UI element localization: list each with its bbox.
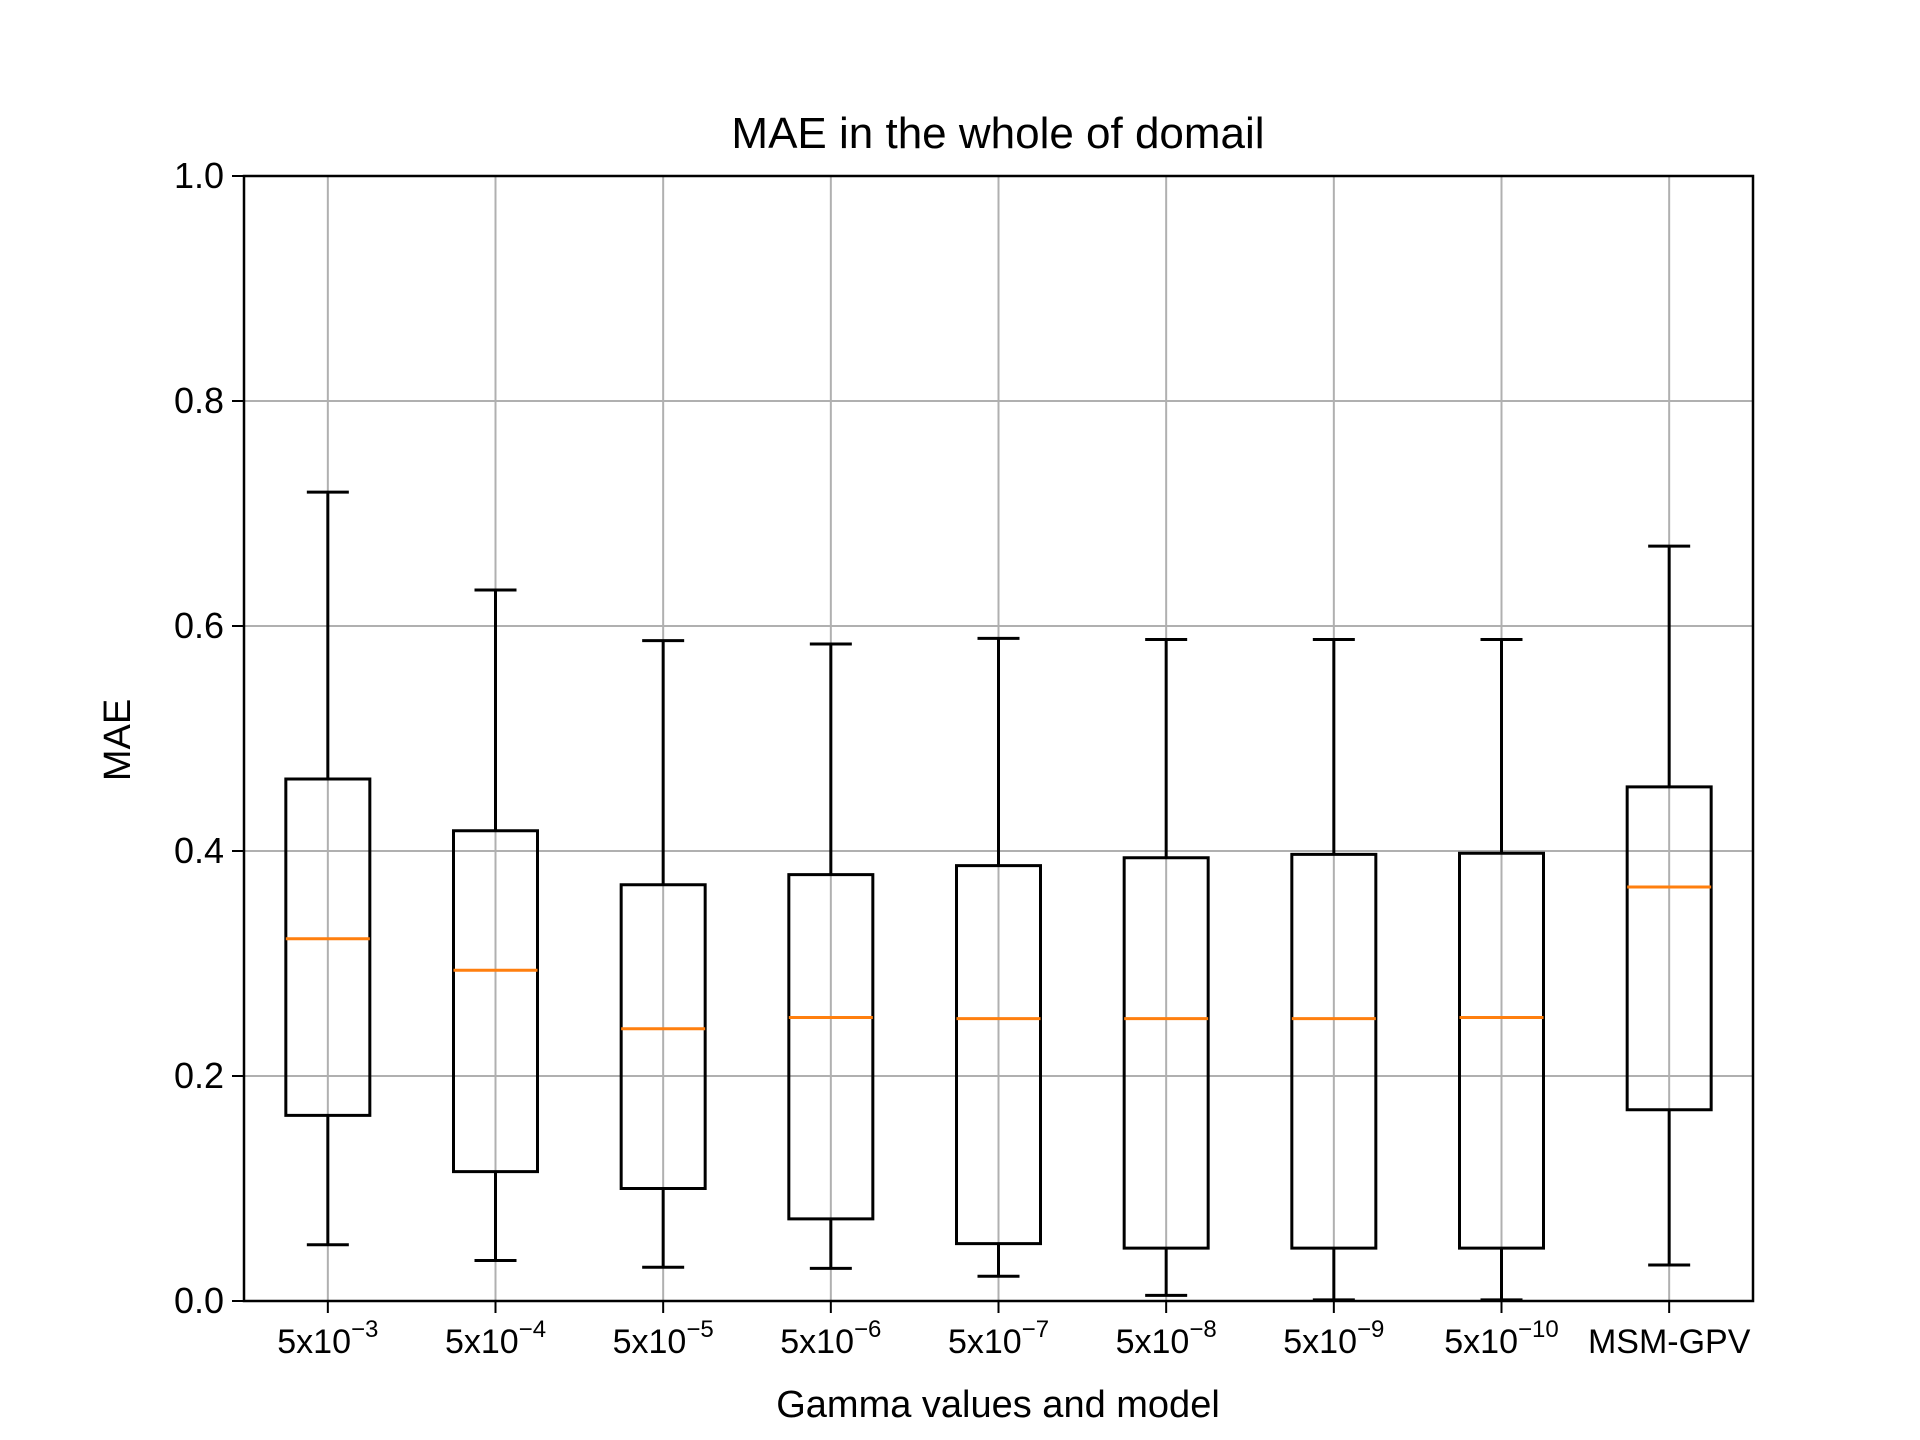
x-tick-label-exponent: −10 xyxy=(1518,1316,1559,1343)
box-group xyxy=(955,636,1042,1278)
y-tick-label: 0.8 xyxy=(174,380,224,421)
boxes xyxy=(284,490,1713,1302)
x-axis: 5x10−3 5x10−4 5x10−5 5x10−6 5x10−7 5x10−8 5x10… xyxy=(277,1301,1751,1361)
x-tick-label-exponent: −9 xyxy=(1357,1316,1384,1343)
iqr-box xyxy=(1122,856,1210,1250)
box-group xyxy=(1625,544,1713,1267)
iqr-box xyxy=(452,829,539,1174)
y-tick-label: 0.0 xyxy=(174,1280,224,1321)
iqr-box xyxy=(787,873,875,1221)
x-tick-label-base: 5x10 xyxy=(1444,1323,1518,1361)
x-tick-label-exponent: −4 xyxy=(519,1316,546,1343)
box-group xyxy=(1290,638,1378,1302)
x-tick-label: 5x10−5 xyxy=(613,1316,714,1361)
x-tick-label: 5x10−9 xyxy=(1283,1316,1384,1361)
box-group xyxy=(1122,638,1210,1297)
x-tick-label: 5x10−6 xyxy=(780,1316,881,1361)
y-tick-label: 0.6 xyxy=(174,605,224,646)
x-tick-label-base: 5x10 xyxy=(445,1323,519,1361)
box-group xyxy=(619,639,707,1269)
x-tick-label: 5x10−10 xyxy=(1444,1316,1558,1361)
iqr-box xyxy=(1458,851,1545,1250)
y-tick-label: 0.2 xyxy=(174,1055,224,1096)
x-tick-label-base: MSM-GPV xyxy=(1588,1323,1751,1361)
chart-title: MAE in the whole of domail xyxy=(731,109,1264,158)
iqr-box xyxy=(1290,852,1378,1250)
x-tick-label-base: 5x10 xyxy=(613,1323,687,1361)
x-tick-label-exponent: −3 xyxy=(351,1316,378,1343)
box-group xyxy=(284,490,372,1247)
y-tick-label: 0.4 xyxy=(174,830,224,871)
y-axis-label: MAE xyxy=(97,699,139,781)
x-tick-label-base: 5x10 xyxy=(1283,1323,1357,1361)
x-tick-label-exponent: −6 xyxy=(854,1316,881,1343)
x-tick-label-base: 5x10 xyxy=(780,1323,854,1361)
y-tick-label: 1.0 xyxy=(174,155,224,196)
x-tick-label-exponent: −8 xyxy=(1189,1316,1216,1343)
x-tick-label: 5x10−8 xyxy=(1116,1316,1217,1361)
x-tick-label: 5x10−3 xyxy=(277,1316,378,1361)
x-tick-label: MSM-GPV xyxy=(1588,1323,1751,1361)
iqr-box xyxy=(284,777,372,1117)
x-tick-label-base: 5x10 xyxy=(1116,1323,1190,1361)
x-tick-label-base: 5x10 xyxy=(948,1323,1022,1361)
x-tick-label: 5x10−7 xyxy=(948,1316,1049,1361)
x-tick-label-base: 5x10 xyxy=(277,1323,351,1361)
iqr-box xyxy=(955,864,1042,1246)
x-tick-label-exponent: −7 xyxy=(1022,1316,1049,1343)
x-tick-label-exponent: −5 xyxy=(686,1316,713,1343)
box-group xyxy=(787,642,875,1270)
x-axis-label: Gamma values and model xyxy=(776,1384,1220,1426)
iqr-box xyxy=(1625,785,1713,1112)
box-group xyxy=(452,588,539,1262)
iqr-box xyxy=(619,883,707,1190)
x-tick-label: 5x10−4 xyxy=(445,1316,546,1361)
y-axis: 0.0 0.2 0.4 0.6 0.8 1.0 xyxy=(174,155,244,1321)
